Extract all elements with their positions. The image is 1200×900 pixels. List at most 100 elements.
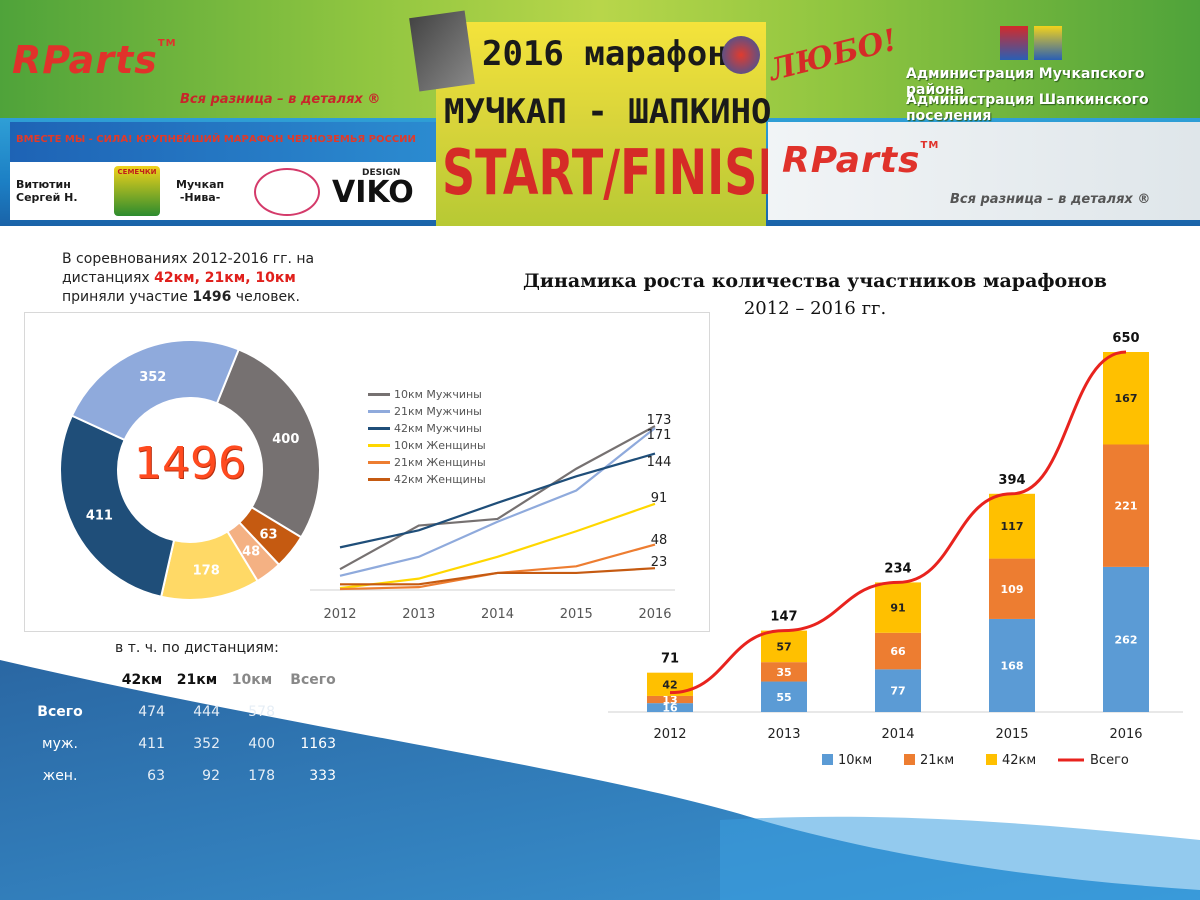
- table-header: 42км 21км 10км Всего: [30, 672, 350, 704]
- banner-title-line1: 2016 марафон: [482, 34, 728, 74]
- bar-label-10км-2016: 262: [1115, 633, 1138, 646]
- line-end-label-5: 23: [651, 555, 668, 570]
- admin-line1: Администрация Мучкапского района: [906, 66, 1145, 98]
- line-x-tick-2013: 2013: [402, 607, 435, 622]
- line-end-label-3: 91: [651, 491, 668, 506]
- bar-label-42км-2013: 57: [776, 640, 791, 653]
- line-end-label-2: 144: [647, 455, 672, 470]
- slogan-top: Вся разница – в деталях ®: [180, 92, 381, 107]
- legend-item-0: 10км Мужчины: [368, 386, 486, 403]
- legend-item-5: 42км Женщины: [368, 471, 486, 488]
- legend-label-2: 42км Мужчины: [394, 422, 482, 435]
- table-cell: 1163: [300, 736, 336, 752]
- title-panel: [436, 22, 766, 226]
- growth-chart-subtitle: 2012 – 2016 гг.: [743, 298, 887, 319]
- table-header-1: 21км: [176, 672, 218, 688]
- intro-text: В соревнованиях 2012-2016 гг. на дистанц…: [62, 250, 392, 307]
- line-x-tick-2015: 2015: [560, 607, 593, 622]
- donut-center-total: 1496: [134, 438, 246, 489]
- line-end-label-1: 171: [647, 428, 672, 443]
- table-row: Всего 474 444 578 1496: [30, 704, 350, 736]
- bar-label-21км-2016: 221: [1115, 500, 1138, 513]
- legend-swatch-3: [368, 444, 390, 447]
- line-end-label-4: 48: [651, 533, 668, 548]
- bar-legend-swatch-1: [904, 754, 915, 765]
- table-row-label: жен.: [42, 768, 78, 784]
- shapkino-coat-of-arms: [1034, 26, 1062, 60]
- bar-legend-label-0: 10км: [838, 753, 872, 768]
- table-cell: 411: [138, 736, 165, 752]
- legend-swatch-4: [368, 461, 390, 464]
- legend-item-3: 10км Женщины: [368, 437, 486, 454]
- bar-10км-2013: [761, 681, 807, 712]
- table-cell: 1496: [300, 704, 336, 720]
- table-header-3: Всего: [290, 672, 336, 688]
- bar-10км-2014: [875, 669, 921, 712]
- line-x-tick-2016: 2016: [638, 607, 671, 622]
- distance-table: 42км 21км 10км Всего Всего 474 444 578 1496 муж. 4…: [30, 672, 350, 800]
- legend-label-0: 10км Мужчины: [394, 388, 482, 401]
- bar-x-tick-2012: 2012: [653, 727, 686, 742]
- line-chart-legend: 10км Мужчины 21км Мужчины 42км Мужчины 10км…: [368, 386, 486, 488]
- legend-label-4: 21км Женщины: [394, 456, 486, 469]
- bar-legend-label-2: 42км: [1002, 753, 1036, 768]
- donut-slice-label-0: 400: [272, 432, 299, 447]
- legend-label-5: 42км Женщины: [394, 473, 486, 486]
- intro-line3: приняли участие 1496 человек.: [62, 289, 300, 305]
- bar-label-42км-2015: 117: [1001, 520, 1024, 533]
- header-banner: RPartsTM Вся разница – в деталях ® ВМЕСТ…: [0, 0, 1200, 226]
- right-brand-panel: [768, 122, 1200, 220]
- legend-item-4: 21км Женщины: [368, 454, 486, 471]
- marathon-emblem: [409, 10, 475, 92]
- admin-line2: Администрация Шапкинского поселения: [906, 92, 1149, 124]
- bar-label-42км-2014: 91: [890, 602, 905, 615]
- line-series-3: [339, 502, 656, 590]
- bar-42км-2014: [875, 582, 921, 633]
- table-caption: в т. ч. по дистанциям:: [115, 640, 279, 656]
- table-cell: 474: [138, 704, 165, 720]
- donut-slice-label-2: 48: [242, 544, 260, 559]
- line-series-5: [340, 567, 656, 586]
- donut-slice-0: [215, 348, 321, 539]
- rparts-logo-top: RPartsTM: [12, 38, 177, 82]
- bar-label-21км-2014: 66: [890, 645, 906, 658]
- bar-21км-2016: [1103, 444, 1149, 567]
- bar-total-label-2014: 234: [884, 561, 911, 576]
- bar-label-21км-2015: 109: [1001, 583, 1024, 596]
- donut-slice-label-4: 411: [86, 509, 113, 524]
- bar-10км-2012: [647, 703, 693, 712]
- bar-21км-2013: [761, 662, 807, 682]
- line-series-2: [339, 452, 656, 549]
- bottom-decoration: [0, 660, 1200, 900]
- start-finish-text: START/FINISH: [442, 136, 796, 209]
- intro-line1: В соревнованиях 2012-2016 гг. на: [62, 251, 315, 267]
- table-row-label: муж.: [42, 736, 78, 752]
- table-header-0: 42км: [121, 672, 163, 688]
- bar-21км-2014: [875, 632, 921, 670]
- bar-x-tick-2015: 2015: [995, 727, 1028, 742]
- legend-swatch-1: [368, 410, 390, 413]
- bar-x-tick-2013: 2013: [767, 727, 800, 742]
- table-cell: 444: [193, 704, 220, 720]
- bar-label-21км-2012: 13: [662, 694, 677, 707]
- table-row-label: Всего: [37, 704, 83, 720]
- bar-10км-2015: [989, 618, 1035, 712]
- table-cell: 333: [309, 768, 336, 784]
- sponsor-logos: Витютин Сергей Н. СЕМЕЧКИ Мучкап -Нива- DE…: [10, 162, 436, 220]
- bar-label-10км-2014: 77: [890, 685, 905, 698]
- table-cell: 178: [248, 768, 275, 784]
- legend-label-3: 10км Женщины: [394, 439, 486, 452]
- bar-21км-2012: [647, 695, 693, 704]
- legend-label-1: 21км Мужчины: [394, 405, 482, 418]
- bar-total-label-2016: 650: [1112, 331, 1139, 346]
- total-trend-line: [669, 350, 1127, 695]
- legend-item-2: 42км Мужчины: [368, 420, 486, 437]
- sponsor-strip: ВМЕСТЕ МЫ - СИЛА! КРУПНЕЙШИЙ МАРАФОН ЧЕР…: [10, 122, 436, 220]
- donut-hole: [119, 399, 261, 541]
- bar-10км-2016: [1103, 566, 1149, 712]
- rparts-logo-right: RPartsTM: [782, 140, 940, 181]
- table-cell: 400: [248, 736, 275, 752]
